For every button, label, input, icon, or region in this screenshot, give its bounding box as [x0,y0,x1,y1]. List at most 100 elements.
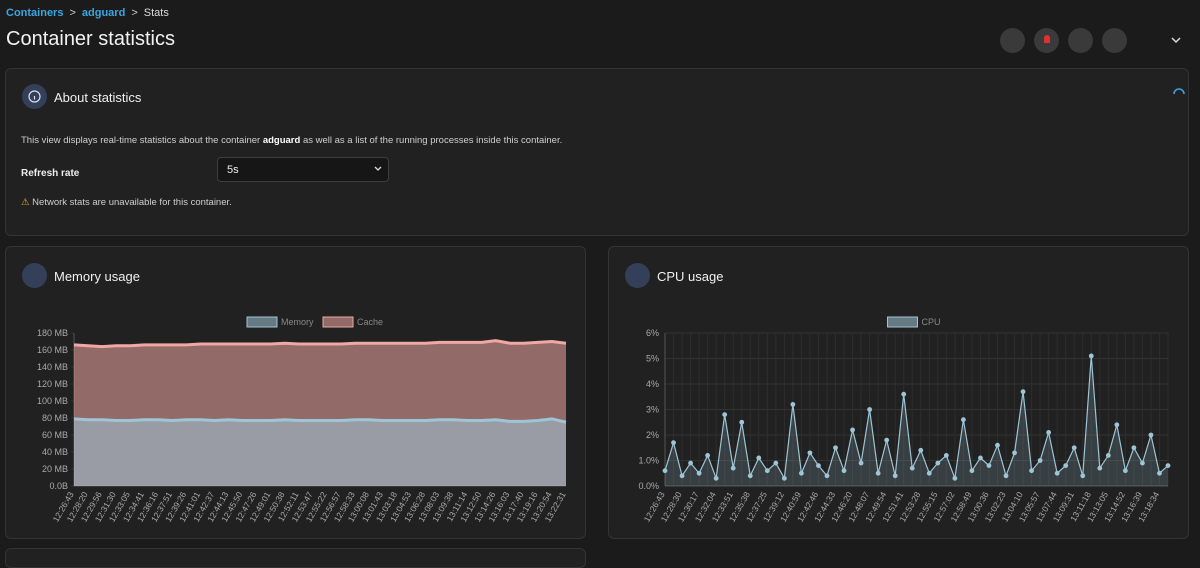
info-icon [28,90,41,103]
point [918,447,924,453]
point [995,442,1000,448]
breadcrumb-link[interactable]: Containers [6,7,64,19]
point [858,460,864,466]
point [833,445,838,451]
point [756,455,762,461]
line [664,355,1169,481]
info-badge [22,84,47,109]
legend-swatch [246,316,278,328]
y-tick-label: 1.0% [638,456,659,466]
breadcrumb-current: Stats [143,7,169,19]
breadcrumb-link[interactable]: adguard [81,7,126,19]
point [1037,458,1043,463]
point [875,470,881,476]
point [1148,432,1154,438]
point [841,468,847,474]
help-chat-button[interactable] [1000,28,1025,53]
point [816,463,821,468]
warning-icon: ⚠ [21,197,30,208]
about-panel: About statistics This view displays real… [5,68,1189,236]
y-tick-label: 40 MB [42,447,68,457]
point [1122,468,1128,474]
point [722,412,728,417]
chart: 0.0B 20 MB 40 MB 60 MB 80 MB 100 MB 120 MB 140 … [37,316,568,524]
refresh-select[interactable]: 5s [217,157,389,182]
description: This view displays real-time statistics … [21,135,562,146]
y-tick-label: 3% [646,405,659,415]
y-tick-label: 0.0B [49,481,68,491]
y-tick-label: 60 MB [42,430,68,440]
y-tick-label: 0.0% [638,481,659,491]
point [747,473,753,479]
cpu-panel: CPU usage 0.0% 1.0% 2% 3% 4% 5% 6% 12:26:43 12:2… [608,246,1189,539]
chart: 0.0%1.0%2%3%4%5%6%12:26:4312:28:3012:30:… [638,316,1171,524]
user-button[interactable] [1102,28,1127,53]
y-tick-label: 2% [646,430,659,440]
point [1054,470,1060,476]
y-tick-label: 180 MB [37,328,68,338]
point [799,470,804,476]
point [1131,445,1137,451]
refresh-label: Refresh rate [21,168,80,179]
y-tick-label: 20 MB [42,464,68,474]
panel-title: Memory usage [54,269,140,284]
y-tick-label: 120 MB [37,379,68,389]
legend-label: CPU [922,317,941,327]
y-tick-label: 5% [646,354,659,364]
chart-badge [625,263,650,288]
point [824,473,830,479]
point [1063,463,1069,468]
processes-panel [5,548,586,568]
point [662,468,668,474]
point [1071,445,1077,451]
area [665,355,1168,486]
y-tick-label: 140 MB [37,362,68,372]
point [969,468,975,474]
loading-spinner [1173,88,1185,95]
point [952,475,958,481]
point [1140,460,1145,466]
user-menu-chevron[interactable] [1170,35,1182,45]
legend-label: Cache [357,317,383,327]
point [713,475,719,481]
point [986,463,992,468]
point [926,470,932,476]
point [884,437,890,443]
point [1157,470,1162,476]
notifications-button[interactable] [1034,28,1059,53]
point [688,460,693,466]
point [807,450,813,456]
help-button[interactable] [1068,28,1093,53]
point [705,453,711,458]
point [679,473,685,479]
y-tick-label: 100 MB [37,396,68,406]
point [1012,450,1017,456]
y-tick-label: 160 MB [37,345,68,355]
point [909,465,915,471]
point [1105,453,1111,458]
point [850,427,855,433]
point [892,473,898,479]
point [1020,389,1026,395]
legend-label: Memory [281,317,314,327]
area [74,418,566,486]
point [1029,468,1034,474]
point [1114,422,1120,428]
line [73,339,567,349]
point [739,419,745,425]
point [696,470,702,476]
point [978,455,983,461]
breadcrumb-separator: > [131,7,138,19]
point [1088,353,1094,359]
point [1165,463,1171,468]
point [790,402,796,407]
point [1097,465,1103,471]
y-tick-label: 80 MB [42,413,68,423]
page-title: Container statistics [6,28,175,50]
point [764,468,770,474]
point [943,453,949,458]
legend-swatch [322,316,354,328]
point [901,391,907,397]
select-chevron [374,166,382,171]
page: Containers > adguard > Stats Container stati… [5,7,1189,568]
